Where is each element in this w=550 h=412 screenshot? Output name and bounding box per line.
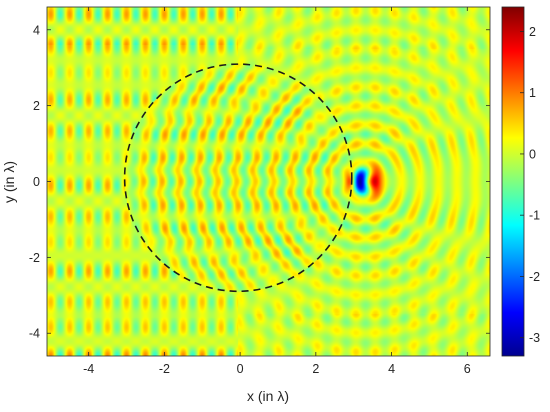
x-axis-label: x (in λ)	[247, 388, 289, 404]
colorbar-tick-label: -1	[529, 209, 540, 223]
colorbar-gradient	[502, 7, 524, 356]
x-tick-label: 0	[237, 362, 244, 376]
colorbar-tick-label: 0	[529, 147, 536, 161]
x-tick-label: -4	[83, 362, 94, 376]
colorbar: 2 1 0 -1 -2 -3	[501, 6, 540, 357]
colorbar-frame	[501, 6, 525, 357]
plot-area	[46, 6, 491, 357]
colorbar-tick-label: -2	[529, 270, 540, 284]
y-axis: 4 2 0 -2 -4	[29, 23, 490, 341]
colorbar-ticks: 2 1 0 -1 -2 -3	[520, 25, 540, 345]
x-tick-label: -2	[159, 362, 170, 376]
x-axis: -4 -2 0 2 4 6	[83, 7, 471, 376]
colorbar-tick-label: -3	[529, 331, 540, 345]
y-tick-label: -2	[29, 251, 40, 265]
heatmap	[47, 7, 490, 356]
y-tick-label: 4	[33, 23, 40, 37]
colorbar-tick-label: 1	[529, 86, 536, 100]
dashed-circle-overlay	[123, 63, 353, 293]
y-tick-label: 2	[33, 99, 40, 113]
x-tick-label: 6	[464, 362, 471, 376]
y-axis-label: y (in λ)	[1, 161, 17, 203]
x-tick-label: 4	[388, 362, 395, 376]
y-tick-label: -4	[29, 327, 40, 341]
x-tick-label: 2	[312, 362, 319, 376]
y-tick-label: 0	[33, 175, 40, 189]
colorbar-tick-label: 2	[529, 25, 536, 39]
